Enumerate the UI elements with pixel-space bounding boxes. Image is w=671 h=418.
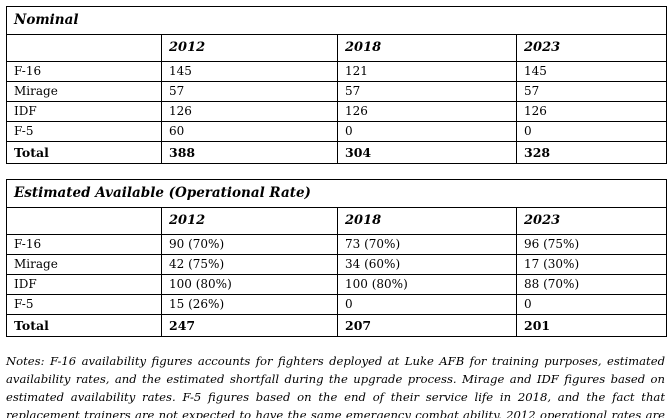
table-row-idf: IDF 100 (80%) 100 (80%) 88 (70%)	[6, 274, 668, 295]
table-row-total: Total 388 304 328	[6, 141, 668, 164]
value-cell: 90 (70%)	[161, 234, 338, 255]
year-header-row: 2012 2018 2023	[6, 34, 668, 62]
notes-text: Notes: F-16 availability figures account…	[6, 354, 665, 418]
row-label: Mirage	[6, 254, 162, 275]
value-cell: 126	[337, 101, 517, 122]
value-cell: 0	[337, 294, 517, 315]
value-cell: 100 (80%)	[337, 274, 517, 295]
value-cell: 121	[337, 61, 517, 82]
value-cell: 126	[515, 101, 668, 122]
value-cell: 207	[337, 314, 517, 337]
value-cell: 96 (75%)	[515, 234, 668, 255]
row-label: F-16	[6, 234, 162, 255]
year-header-2012: 2012	[161, 207, 338, 235]
table-title-row: Nominal	[5, 6, 668, 35]
table-title: Nominal	[5, 6, 668, 35]
row-label: Total	[6, 141, 162, 164]
value-cell: 57	[337, 81, 517, 102]
nominal-table: Nominal 2012 2018 2023 F-16 145 121 145 …	[5, 6, 668, 164]
table-row-f5: F-5 60 0 0	[6, 121, 668, 142]
row-label: IDF	[6, 274, 162, 295]
value-cell: 304	[337, 141, 517, 164]
row-label: Total	[6, 314, 162, 337]
value-cell: 57	[161, 81, 338, 102]
value-cell: 15 (26%)	[161, 294, 338, 315]
value-cell: 57	[515, 81, 668, 102]
blank-header-cell	[6, 34, 162, 62]
table-title: Estimated Available (Operational Rate)	[5, 179, 668, 208]
value-cell: 247	[161, 314, 338, 337]
value-cell: 201	[515, 314, 668, 337]
value-cell: 88 (70%)	[515, 274, 668, 295]
table-title-row: Estimated Available (Operational Rate)	[5, 179, 668, 208]
value-cell: 145	[161, 61, 338, 82]
value-cell: 73 (70%)	[337, 234, 517, 255]
table-row-f5: F-5 15 (26%) 0 0	[6, 294, 668, 315]
value-cell: 126	[161, 101, 338, 122]
table-row-mirage: Mirage 57 57 57	[6, 81, 668, 102]
year-header-2023: 2023	[515, 34, 668, 62]
row-label: Mirage	[6, 81, 162, 102]
value-cell: 42 (75%)	[161, 254, 338, 275]
blank-header-cell	[6, 207, 162, 235]
table-row-f16: F-16 145 121 145	[6, 61, 668, 82]
value-cell: 60	[161, 121, 338, 142]
value-cell: 34 (60%)	[337, 254, 517, 275]
year-header-row: 2012 2018 2023	[6, 207, 668, 235]
table-row-idf: IDF 126 126 126	[6, 101, 668, 122]
table-row-total: Total 247 207 201	[6, 314, 668, 337]
value-cell: 388	[161, 141, 338, 164]
row-label: F-5	[6, 294, 162, 315]
value-cell: 0	[515, 294, 668, 315]
row-label: F-16	[6, 61, 162, 82]
year-header-2023: 2023	[515, 207, 668, 235]
year-header-2018: 2018	[337, 34, 517, 62]
row-label: IDF	[6, 101, 162, 122]
year-header-2012: 2012	[161, 34, 338, 62]
value-cell: 0	[515, 121, 668, 142]
value-cell: 328	[515, 141, 668, 164]
table-row-mirage: Mirage 42 (75%) 34 (60%) 17 (30%)	[6, 254, 668, 275]
row-label: F-5	[6, 121, 162, 142]
value-cell: 145	[515, 61, 668, 82]
estimated-available-table: Estimated Available (Operational Rate) 2…	[5, 179, 668, 337]
year-header-2018: 2018	[337, 207, 517, 235]
table-row-f16: F-16 90 (70%) 73 (70%) 96 (75%)	[6, 234, 668, 255]
value-cell: 17 (30%)	[515, 254, 668, 275]
value-cell: 0	[337, 121, 517, 142]
value-cell: 100 (80%)	[161, 274, 338, 295]
